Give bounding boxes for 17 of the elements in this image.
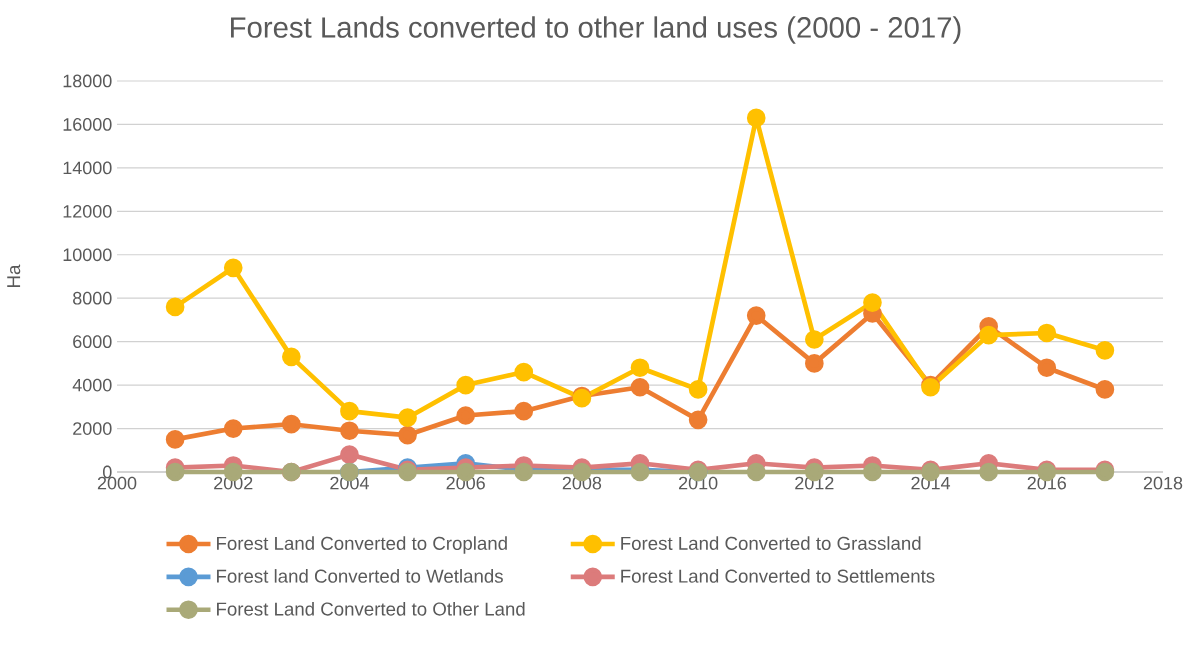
x-tick-label: 2018 <box>1143 476 1183 490</box>
legend-label: Forest Land Converted to Grassland <box>621 536 921 550</box>
y-tick-label: 6000 <box>73 335 112 349</box>
y-axis-title: Ha <box>7 264 21 287</box>
legend-label: Forest land Converted to Wetlands <box>217 569 503 583</box>
legend-label: Forest Land Converted to Settlements <box>621 569 935 583</box>
y-tick-label: 8000 <box>73 291 112 305</box>
chart-title: Forest Lands converted to other land uses (2000 - 2017) <box>231 16 961 44</box>
y-tick-label: 4000 <box>72 378 112 392</box>
y-tick-label: 18000 <box>63 74 112 88</box>
y-tick-label: 16000 <box>63 118 112 131</box>
y-tick-label: 14000 <box>63 161 112 175</box>
y-tick-label: 2000 <box>73 422 112 435</box>
y-tick-label: 12000 <box>63 204 112 218</box>
y-tick-label: 10000 <box>63 248 112 262</box>
legend-label: Forest Land Converted to Other Land <box>217 601 525 616</box>
legend-label: Forest Land Converted to Cropland <box>217 536 507 554</box>
